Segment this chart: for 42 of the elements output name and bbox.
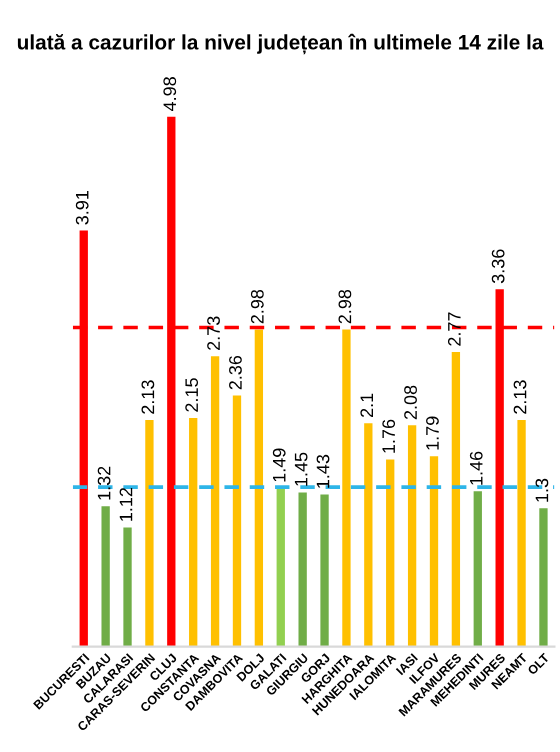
- data-label: 4.98: [163, 77, 177, 111]
- data-label: 1.76: [382, 419, 396, 453]
- data-label: 1.3: [535, 478, 549, 502]
- bar: [210, 356, 220, 647]
- data-label: 1.49: [272, 448, 286, 482]
- data-label: 1.32: [97, 466, 111, 500]
- bar: [429, 456, 439, 647]
- data-label: 1.12: [119, 487, 133, 521]
- bar: [407, 425, 417, 647]
- bar: [451, 351, 461, 647]
- data-label: 2.13: [513, 380, 527, 414]
- data-label: 1.45: [294, 452, 308, 486]
- bar: [342, 329, 351, 647]
- bar: [123, 527, 132, 647]
- bar: [320, 494, 329, 647]
- bar: [386, 459, 395, 647]
- bar: [276, 488, 285, 647]
- bar: [254, 329, 264, 647]
- bar: [539, 508, 548, 647]
- data-label: 2.36: [229, 355, 242, 390]
- bar: [473, 491, 482, 647]
- bar: [298, 492, 307, 647]
- bar: [364, 423, 373, 647]
- chart-title: ulată a cazurilor la nivel județean în ultimele 14 zile la: [17, 33, 544, 55]
- bar: [145, 420, 154, 647]
- data-label: 3.91: [75, 191, 89, 225]
- data-label: 2.13: [141, 380, 155, 414]
- data-label: 2.08: [404, 385, 417, 420]
- data-label: 2.73: [207, 316, 220, 350]
- data-label: 2.77: [447, 312, 461, 346]
- data-label: 1.79: [426, 416, 439, 450]
- bar: [101, 506, 110, 647]
- data-label: 2.98: [250, 289, 264, 324]
- data-label: 1.43: [316, 454, 330, 488]
- bar: [517, 420, 526, 647]
- bar: [232, 395, 242, 647]
- data-label: 2.15: [185, 378, 199, 412]
- data-label: 2.98: [338, 289, 352, 324]
- data-label: 2.1: [360, 393, 373, 417]
- data-label: 3.36: [491, 249, 505, 284]
- bar: [189, 417, 198, 647]
- data-label: 1.46: [469, 451, 483, 485]
